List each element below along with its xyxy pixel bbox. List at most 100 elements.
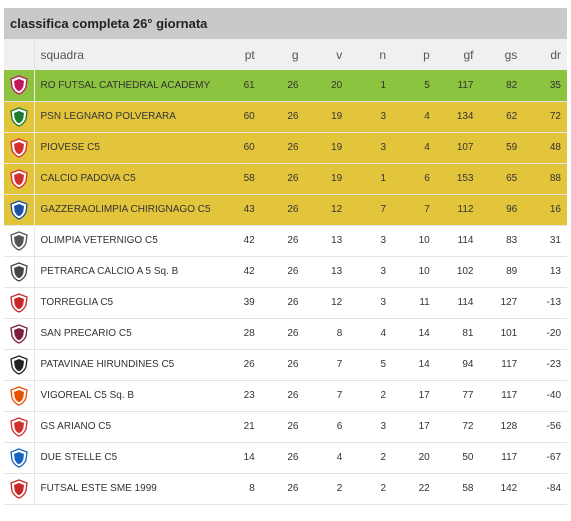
header-gf[interactable]: gf — [463, 47, 474, 62]
stat-p: 4 — [424, 111, 430, 122]
stat-pt: 61 — [243, 79, 255, 91]
team-logo-cell — [4, 411, 35, 442]
stat-n: 2 — [380, 483, 386, 494]
stat-n: 3 — [380, 235, 386, 246]
table-row[interactable]: SAN PRECARIO C5 28 26 8 4 14 81 101 -20 — [4, 318, 567, 349]
table-row[interactable]: DUE STELLE C5 14 26 4 2 20 50 117 -67 — [4, 442, 567, 473]
calcio-padova-logo-icon — [9, 168, 29, 189]
team-name[interactable]: OLIMPIA VETERNIGO C5 — [40, 235, 158, 246]
team-name[interactable]: DUE STELLE C5 — [40, 452, 118, 463]
stat-gf: 102 — [456, 266, 474, 277]
standings-widget: classifica completa 26° giornata squadra… — [4, 8, 567, 505]
stat-dr: 48 — [549, 142, 561, 153]
team-name[interactable]: PSN LEGNARO POLVERARA — [40, 111, 176, 122]
stat-p: 20 — [418, 452, 430, 463]
team-name[interactable]: VIGOREAL C5 Sq. B — [40, 390, 135, 401]
team-logo-cell — [4, 194, 35, 225]
stat-pt: 42 — [243, 266, 255, 277]
stat-g: 26 — [287, 421, 299, 432]
stat-gs: 96 — [506, 204, 518, 215]
team-logo-cell — [4, 163, 35, 194]
table-row[interactable]: VIGOREAL C5 Sq. B 23 26 7 2 17 77 117 -40 — [4, 380, 567, 411]
table-row[interactable]: PIOVESE C5 60 26 19 3 4 107 59 48 — [4, 132, 567, 163]
stat-pt: 8 — [249, 483, 255, 494]
table-row[interactable]: FUTSAL ESTE SME 1999 8 26 2 2 22 58 142 -84 — [4, 473, 567, 504]
table-row[interactable]: PATAVINAE HIRUNDINES C5 26 26 7 5 14 94 117 -23 — [4, 349, 567, 380]
stat-gf: 94 — [462, 359, 474, 370]
stat-gs: 117 — [501, 390, 518, 401]
stat-v: 2 — [336, 483, 343, 494]
stat-g: 26 — [287, 390, 299, 401]
team-logo-cell — [4, 256, 35, 287]
stat-gs: 127 — [500, 297, 518, 308]
table-row[interactable]: PSN LEGNARO POLVERARA 60 26 19 3 4 134 62 72 — [4, 101, 567, 132]
stat-gs: 117 — [501, 359, 518, 370]
header-squadra[interactable]: squadra — [40, 47, 84, 62]
stat-dr: 13 — [549, 266, 561, 277]
team-name[interactable]: GAZZERAOLIMPIA CHIRIGNAGO C5 — [40, 204, 211, 215]
stat-v: 19 — [331, 142, 343, 153]
gazzera-olimpia-logo-icon — [9, 199, 29, 220]
vigoreal-logo-icon — [9, 385, 29, 406]
stat-gs: 128 — [500, 421, 518, 432]
san-precario-logo-icon — [9, 323, 29, 344]
stat-pt: 58 — [243, 173, 255, 184]
team-name[interactable]: FUTSAL ESTE SME 1999 — [40, 483, 157, 494]
header-gs[interactable]: gs — [504, 47, 518, 62]
team-name[interactable]: PETRARCA CALCIO A 5 Sq. B — [40, 266, 179, 277]
table-row[interactable]: CALCIO PADOVA C5 58 26 19 1 6 153 65 88 — [4, 163, 567, 194]
torreglia-logo-icon — [9, 292, 29, 313]
stat-pt: 60 — [243, 142, 255, 153]
stat-g: 26 — [287, 142, 299, 153]
stat-pt: 26 — [243, 359, 255, 370]
stat-pt: 60 — [243, 111, 255, 122]
header-n[interactable]: n — [379, 47, 386, 62]
stat-n: 2 — [380, 390, 386, 401]
stat-p: 7 — [424, 204, 430, 215]
stat-dr: -40 — [546, 390, 561, 401]
header-g[interactable]: g — [291, 47, 299, 62]
patavinae-hirundines-logo-icon — [9, 354, 29, 375]
team-name[interactable]: RO FUTSAL CATHEDRAL ACADEMY — [40, 79, 211, 91]
stat-dr: -20 — [546, 328, 561, 339]
table-row[interactable]: TORREGLIA C5 39 26 12 3 11 114 127 -13 — [4, 287, 567, 318]
gs-ariano-logo-icon — [9, 416, 29, 437]
stat-gs: 82 — [506, 79, 518, 91]
header-v[interactable]: v — [336, 47, 343, 62]
team-name[interactable]: GS ARIANO C5 — [40, 421, 112, 432]
stat-gs: 65 — [506, 173, 518, 184]
stat-g: 26 — [287, 297, 299, 308]
stat-n: 2 — [380, 452, 386, 463]
header-dr[interactable]: dr — [550, 47, 561, 62]
stat-dr: 72 — [549, 111, 561, 122]
stat-p: 11 — [419, 297, 430, 308]
team-name[interactable]: PIOVESE C5 — [40, 142, 100, 153]
team-name[interactable]: CALCIO PADOVA C5 — [40, 173, 136, 184]
stat-gs: 117 — [501, 452, 518, 463]
stat-g: 26 — [287, 204, 299, 215]
stat-p: 17 — [418, 390, 430, 401]
table-row[interactable]: RO FUTSAL CATHEDRAL ACADEMY 61 26 20 1 5 117 82… — [4, 70, 567, 101]
header-pt[interactable]: pt — [244, 47, 255, 62]
table-row[interactable]: PETRARCA CALCIO A 5 Sq. B 42 26 13 3 10 102 89 1… — [4, 256, 567, 287]
stat-dr: 31 — [549, 235, 561, 246]
due-stelle-logo-icon — [9, 447, 29, 468]
table-row[interactable]: GAZZERAOLIMPIA CHIRIGNAGO C5 43 26 12 7 7 112 9… — [4, 194, 567, 225]
stat-v: 20 — [331, 79, 343, 91]
table-row[interactable]: OLIMPIA VETERNIGO C5 42 26 13 3 10 114 83 31 — [4, 225, 567, 256]
team-name[interactable]: SAN PRECARIO C5 — [40, 328, 132, 339]
olimpia-veternigo-logo-icon — [9, 230, 29, 251]
team-name[interactable]: TORREGLIA C5 — [40, 297, 114, 308]
team-name[interactable]: PATAVINAE HIRUNDINES C5 — [40, 359, 175, 370]
stat-p: 14 — [418, 359, 430, 370]
stat-gs: 142 — [500, 483, 518, 494]
stat-gs: 59 — [506, 142, 518, 153]
petrarca-logo-icon — [9, 261, 29, 282]
header-p[interactable]: p — [423, 47, 430, 62]
team-logo-cell — [4, 70, 35, 101]
stat-dr: -13 — [546, 297, 561, 308]
stat-gf: 134 — [456, 111, 474, 122]
team-logo-cell — [4, 101, 35, 132]
table-row[interactable]: GS ARIANO C5 21 26 6 3 17 72 128 -56 — [4, 411, 567, 442]
stat-n: 1 — [380, 79, 386, 91]
